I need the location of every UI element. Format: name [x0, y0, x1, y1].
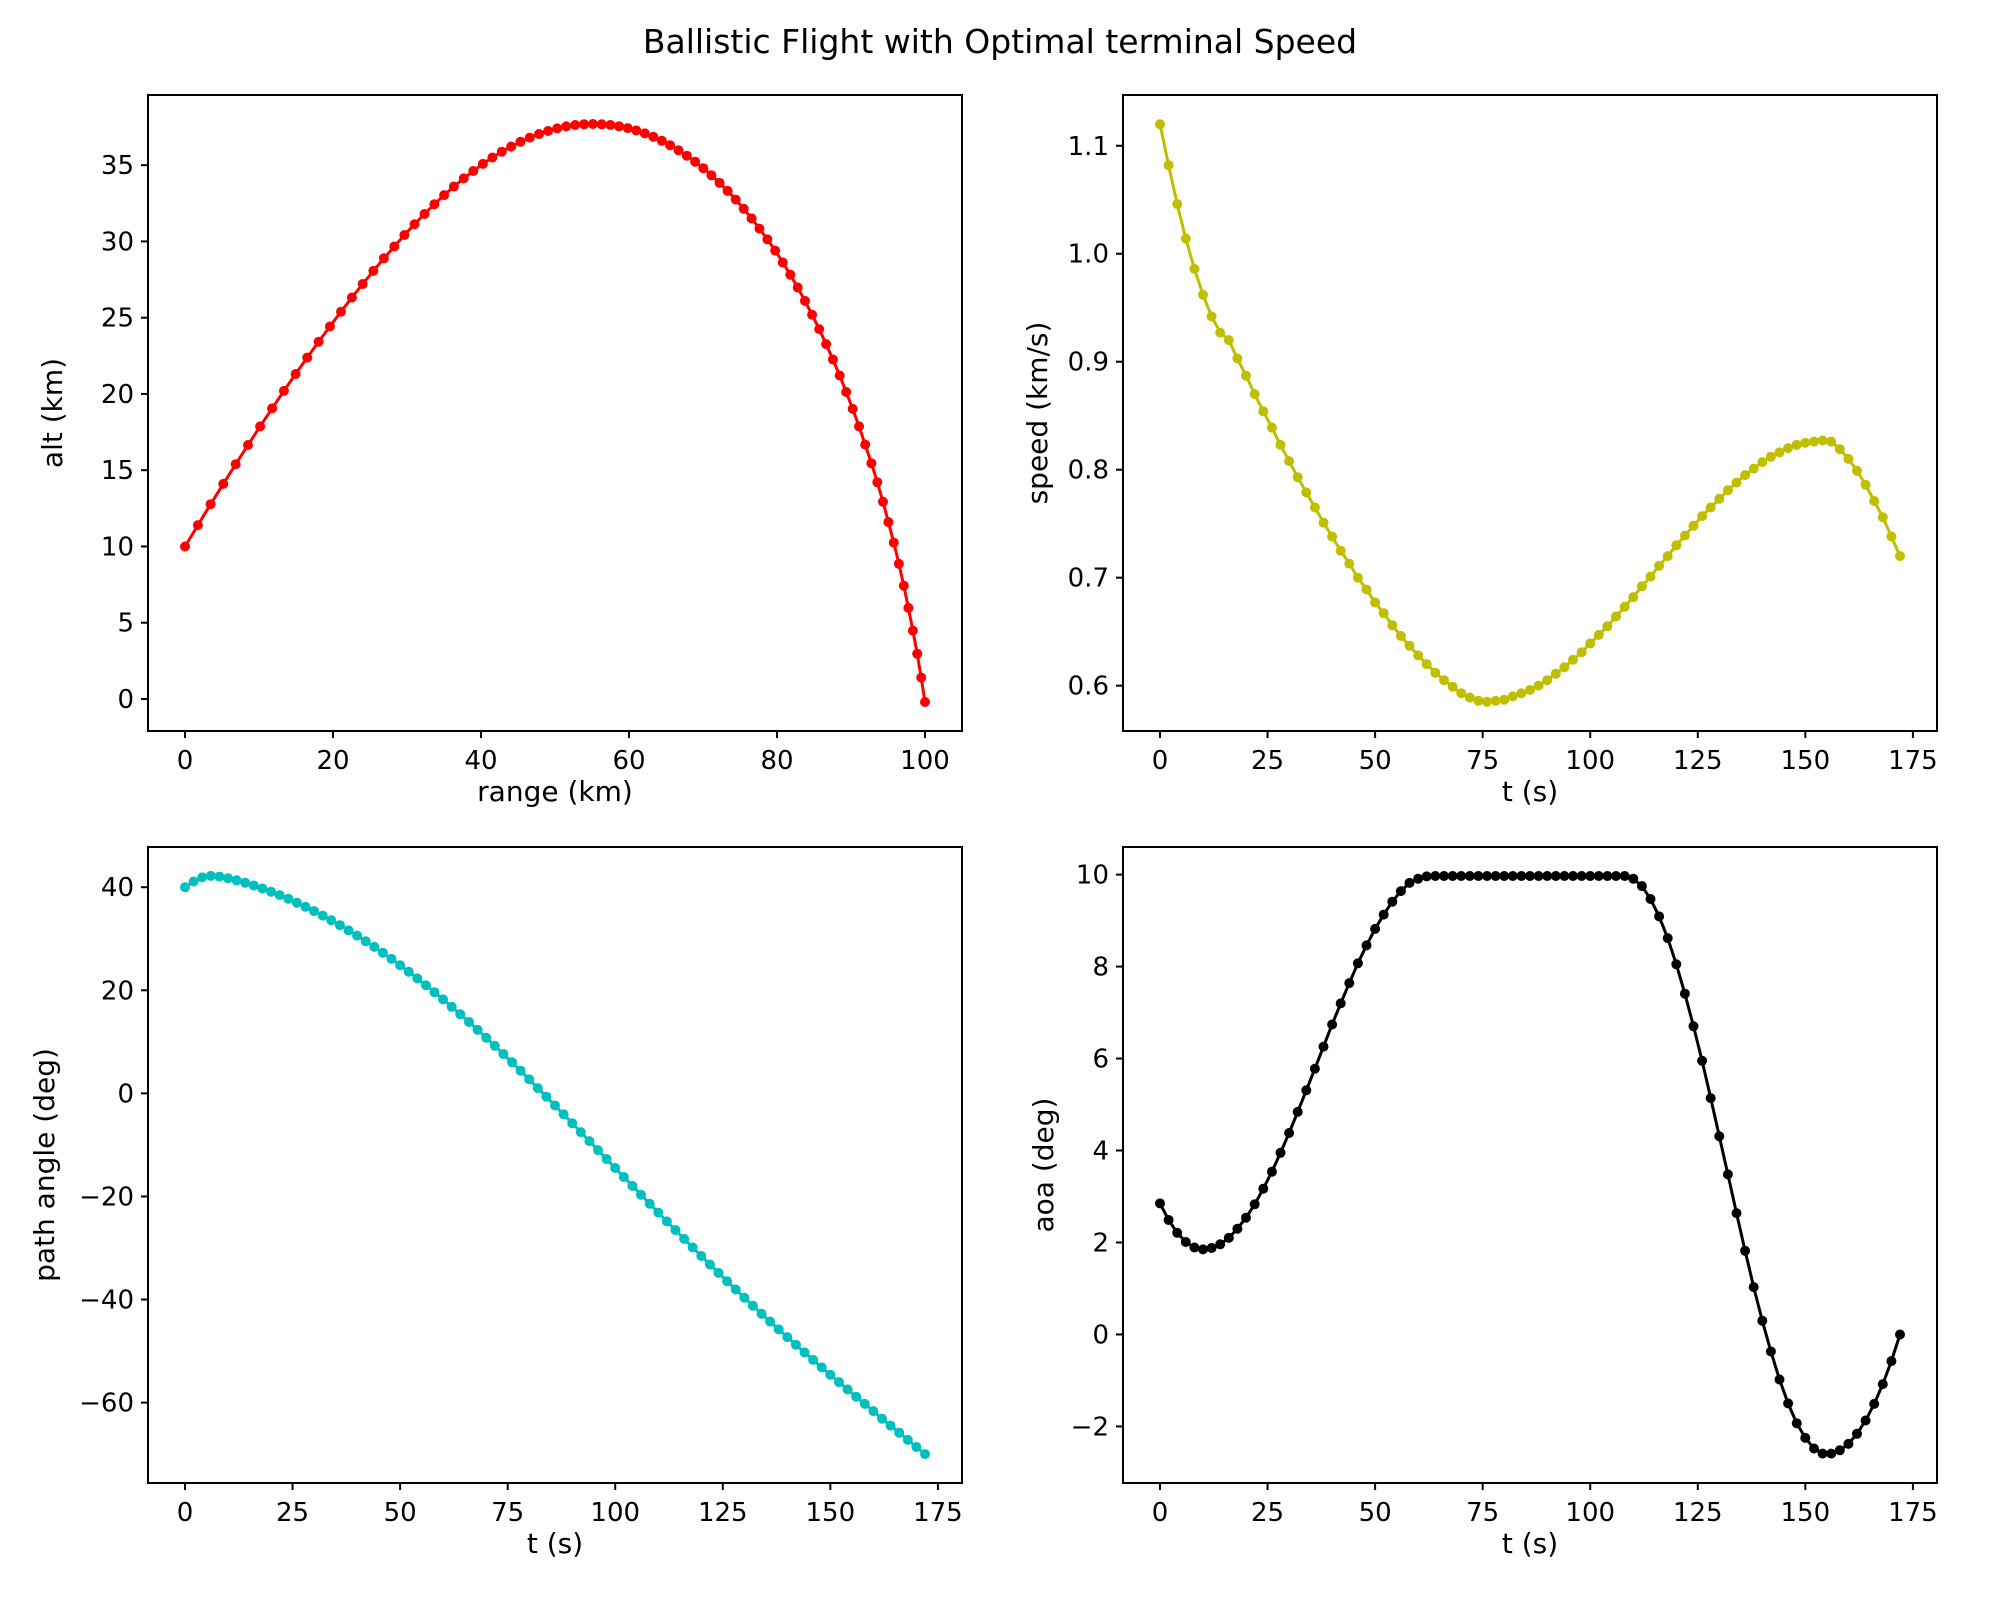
plot-alt-vs-range: 0 20 40 60 80 100 0 5 10 15 20 25 30 35 range (km) alt … [36, 94, 963, 808]
alt-vs-range-ytick-label: 25 [101, 304, 134, 334]
speed-vs-t-ytick-label: 0.7 [1068, 564, 1109, 594]
plot-aoa-vs-t: 0 25 50 75 100 125 150 175 −2 0 2 4 6 8 10 t (s) aoa (de… [1027, 846, 1938, 1560]
figure-title: Ballistic Flight with Optimal terminal S… [642, 22, 1358, 61]
alt-vs-range-ytick-label: 5 [117, 609, 134, 639]
alt-vs-range-y-axis: 0 5 10 15 20 25 30 35 [101, 151, 148, 715]
speed-vs-t-xtick-label: 175 [1888, 746, 1938, 776]
alt-vs-range-ytick-label: 35 [101, 151, 134, 181]
speed-vs-t-xtick-label: 0 [1152, 746, 1169, 776]
aoa-vs-t-ytick-label: 10 [1076, 861, 1109, 891]
path-angle-vs-t-xtick-label: 50 [384, 1498, 417, 1528]
speed-vs-t-xtick-label: 125 [1673, 746, 1723, 776]
path-angle-vs-t-xlabel: t (s) [527, 1527, 583, 1560]
aoa-vs-t-line [1158, 874, 1902, 1456]
speed-vs-t-xtick-label: 100 [1565, 746, 1615, 776]
aoa-vs-t-xtick-label: 125 [1673, 1498, 1723, 1528]
alt-vs-range-xtick-label: 100 [900, 746, 950, 776]
alt-vs-range-ytick-label: 0 [117, 685, 134, 715]
alt-vs-range-ytick-label: 15 [101, 456, 134, 486]
path-angle-vs-t-svg: 0 25 50 75 100 125 150 175 −60 −40 −20 0 20 40 t (s) pa… [28, 846, 963, 1560]
speed-vs-t-ytick-label: 0.8 [1068, 456, 1109, 486]
alt-vs-range-markers [180, 119, 930, 707]
speed-vs-t-ytick-label: 1.0 [1068, 240, 1109, 270]
alt-vs-range-ytick-label: 20 [101, 380, 134, 410]
path-angle-vs-t-y-axis: −60 −40 −20 0 20 40 [79, 873, 148, 1419]
aoa-vs-t-axes-frame [1122, 846, 1938, 1484]
path-angle-vs-t-ylabel: path angle (deg) [28, 1048, 61, 1282]
speed-vs-t-markers [1155, 119, 1905, 707]
aoa-vs-t-ytick-label: 8 [1092, 953, 1109, 983]
path-angle-vs-t-ytick-label: 40 [101, 873, 134, 903]
speed-vs-t-x-axis: 0 25 50 75 100 125 150 175 [1152, 731, 1938, 776]
alt-vs-range-axes-frame [147, 94, 963, 732]
path-angle-vs-t-ytick-label: −40 [79, 1286, 134, 1316]
aoa-vs-t-xtick-label: 75 [1466, 1498, 1499, 1528]
alt-vs-range-xtick-label: 40 [464, 746, 497, 776]
path-angle-vs-t-markers [180, 870, 930, 1460]
alt-vs-range-x-axis: 0 20 40 60 80 100 [177, 731, 950, 776]
speed-vs-t-svg: 0 25 50 75 100 125 150 175 0.6 0.7 0.8 0.9 1.0 1.1 t (… [1021, 94, 1938, 808]
path-angle-vs-t-line [184, 874, 926, 1456]
alt-vs-range-ytick-label: 10 [101, 532, 134, 562]
alt-vs-range-xtick-label: 20 [316, 746, 349, 776]
aoa-vs-t-xtick-label: 50 [1359, 1498, 1392, 1528]
aoa-vs-t-xtick-label: 0 [1152, 1498, 1169, 1528]
path-angle-vs-t-x-axis: 0 25 50 75 100 125 150 175 [177, 1483, 963, 1528]
aoa-vs-t-xtick-label: 25 [1251, 1498, 1284, 1528]
aoa-vs-t-xtick-label: 100 [1565, 1498, 1615, 1528]
speed-vs-t-xtick-label: 25 [1251, 746, 1284, 776]
aoa-vs-t-markers [1155, 871, 1905, 1459]
alt-vs-range-svg: 0 20 40 60 80 100 0 5 10 15 20 25 30 35 range (km) alt … [36, 94, 963, 808]
speed-vs-t-axes-frame [1122, 94, 1938, 732]
path-angle-vs-t-xtick-label: 0 [177, 1498, 194, 1528]
alt-vs-range-ytick-label: 30 [101, 227, 134, 257]
alt-vs-range-xtick-label: 80 [760, 746, 793, 776]
plot-path-angle-vs-t: 0 25 50 75 100 125 150 175 −60 −40 −20 0 20 40 t (s) pa… [28, 846, 963, 1560]
aoa-vs-t-ytick-label: 4 [1092, 1137, 1109, 1167]
alt-vs-range-xlabel: range (km) [477, 775, 633, 808]
aoa-vs-t-ytick-label: 2 [1092, 1228, 1109, 1258]
speed-vs-t-xtick-label: 75 [1466, 746, 1499, 776]
path-angle-vs-t-xtick-label: 75 [491, 1498, 524, 1528]
aoa-vs-t-ylabel: aoa (deg) [1027, 1098, 1060, 1233]
path-angle-vs-t-xtick-label: 125 [698, 1498, 748, 1528]
aoa-vs-t-x-axis: 0 25 50 75 100 125 150 175 [1152, 1483, 1938, 1528]
speed-vs-t-line [1158, 123, 1902, 704]
path-angle-vs-t-xtick-label: 175 [913, 1498, 963, 1528]
alt-vs-range-xtick-label: 60 [612, 746, 645, 776]
alt-vs-range-xtick-label: 0 [177, 746, 194, 776]
path-angle-vs-t-ytick-label: 20 [101, 976, 134, 1006]
path-angle-vs-t-xtick-label: 25 [276, 1498, 309, 1528]
path-angle-vs-t-ytick-label: 0 [117, 1079, 134, 1109]
path-angle-vs-t-xtick-label: 150 [806, 1498, 856, 1528]
path-angle-vs-t-xtick-label: 100 [590, 1498, 640, 1528]
path-angle-vs-t-axes-frame [147, 846, 963, 1484]
aoa-vs-t-ytick-label: −2 [1071, 1412, 1109, 1442]
aoa-vs-t-ytick-label: 0 [1092, 1320, 1109, 1350]
speed-vs-t-ytick-label: 1.1 [1068, 132, 1109, 162]
alt-vs-range-ylabel: alt (km) [36, 358, 69, 468]
alt-vs-range-line [183, 122, 927, 703]
speed-vs-t-ytick-label: 0.9 [1068, 348, 1109, 378]
aoa-vs-t-ytick-label: 6 [1092, 1045, 1109, 1075]
aoa-vs-t-xlabel: t (s) [1502, 1527, 1558, 1560]
speed-vs-t-xlabel: t (s) [1502, 775, 1558, 808]
path-angle-vs-t-ytick-label: −60 [79, 1389, 134, 1419]
speed-vs-t-ylabel: speed (km/s) [1021, 322, 1054, 505]
speed-vs-t-xtick-label: 50 [1359, 746, 1392, 776]
speed-vs-t-y-axis: 0.6 0.7 0.8 0.9 1.0 1.1 [1068, 132, 1123, 702]
plot-speed-vs-t: 0 25 50 75 100 125 150 175 0.6 0.7 0.8 0.9 1.0 1.1 t (… [1021, 94, 1938, 808]
aoa-vs-t-xtick-label: 150 [1781, 1498, 1831, 1528]
speed-vs-t-ytick-label: 0.6 [1068, 672, 1109, 702]
aoa-vs-t-svg: 0 25 50 75 100 125 150 175 −2 0 2 4 6 8 10 t (s) aoa (de… [1027, 846, 1938, 1560]
speed-vs-t-xtick-label: 150 [1781, 746, 1831, 776]
aoa-vs-t-xtick-label: 175 [1888, 1498, 1938, 1528]
aoa-vs-t-y-axis: −2 0 2 4 6 8 10 [1071, 861, 1123, 1442]
path-angle-vs-t-ytick-label: −20 [79, 1182, 134, 1212]
